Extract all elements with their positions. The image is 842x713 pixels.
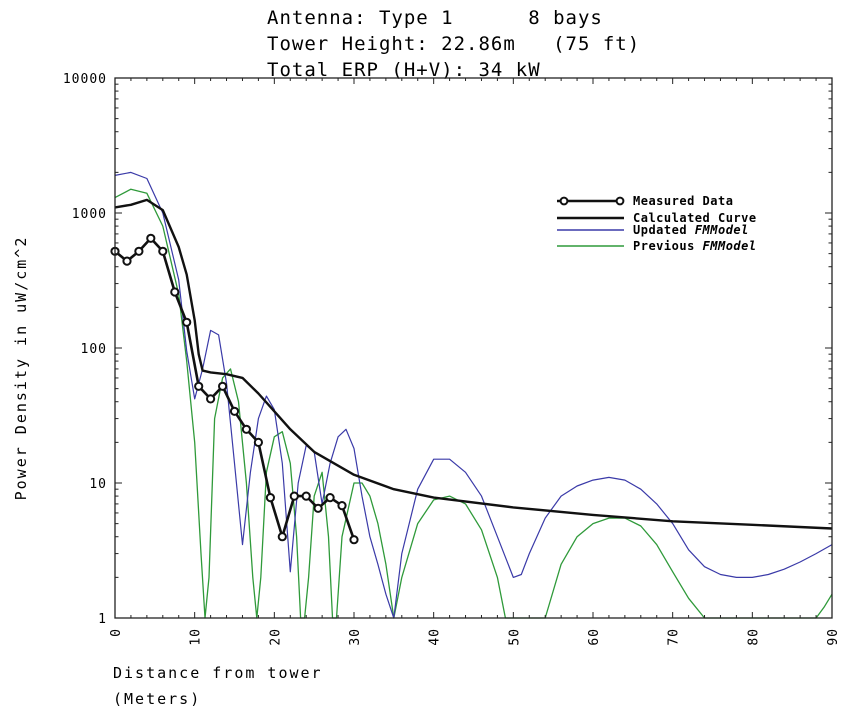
measured-point (325, 493, 335, 503)
measured-point (158, 246, 168, 256)
series-line-2 (114, 171, 833, 619)
plot-frame (114, 77, 833, 619)
y-axis-label: Power Density in uW/cm^2 (12, 236, 30, 501)
x-tick-label: 70 (667, 628, 682, 646)
x-tick-label: 60 (587, 628, 602, 646)
measured-point (265, 493, 275, 503)
x-tick-label: 0 (109, 628, 124, 637)
series-line-1 (114, 198, 833, 530)
measured-point (289, 491, 299, 501)
x-tick-label: 10 (189, 628, 204, 646)
x-tick-label: 30 (348, 628, 363, 646)
y-tick-label: 1 (98, 612, 107, 627)
y-tick-label: 10 (89, 477, 107, 492)
measured-point (170, 287, 180, 297)
legend-label-1: Calculated Curve (633, 211, 757, 225)
legend-label-3: Previous FMModel (633, 239, 757, 253)
title-line-2: Tower Height: 22.86m (75 ft) (267, 33, 640, 55)
measured-point (218, 381, 228, 391)
x-axis-label: Distance from tower (113, 664, 323, 682)
x-tick-label: 50 (507, 628, 522, 646)
measured-point (122, 256, 132, 266)
x-tick-label: 80 (746, 628, 761, 646)
legend-marker-end (615, 196, 625, 206)
measured-point (277, 532, 287, 542)
series-line-3 (114, 188, 833, 619)
measured-point (194, 381, 204, 391)
measured-point (229, 406, 240, 416)
measured-point (313, 503, 323, 513)
x-axis-unit-label: (Meters) (113, 690, 201, 708)
measured-point (134, 246, 144, 256)
tick-layer: 0 10 20 30 40 50 60 70 80 90 1 10 100 1000 10000 (63, 72, 841, 646)
x-tick-label: 40 (428, 628, 443, 646)
legend-label-0: Measured Data (633, 194, 733, 208)
measured-point (349, 535, 359, 545)
y-tick-label: 10000 (63, 72, 107, 87)
measured-point (337, 501, 347, 511)
y-tick-label: 1000 (72, 207, 107, 222)
measured-point (253, 437, 263, 447)
legend-label-2: Updated FMModel (633, 223, 749, 237)
x-tick-label: 90 (826, 628, 841, 646)
measured-point (241, 424, 251, 434)
measured-point (301, 491, 311, 501)
title-line-3: Total ERP (H+V): 34 kW (267, 59, 541, 81)
measured-point (146, 233, 156, 243)
measured-point (182, 317, 192, 327)
x-tick-label: 20 (268, 628, 283, 646)
title-line-1: Antenna: Type 1 8 bays (267, 7, 603, 29)
series-line-0 (114, 237, 356, 541)
measured-point (206, 394, 216, 404)
series-layer (110, 171, 833, 619)
legend-marker-start (559, 196, 569, 206)
chart-title: Antenna: Type 1 8 bays Tower Height: 22.… (267, 7, 640, 81)
y-tick-label: 100 (81, 342, 107, 357)
